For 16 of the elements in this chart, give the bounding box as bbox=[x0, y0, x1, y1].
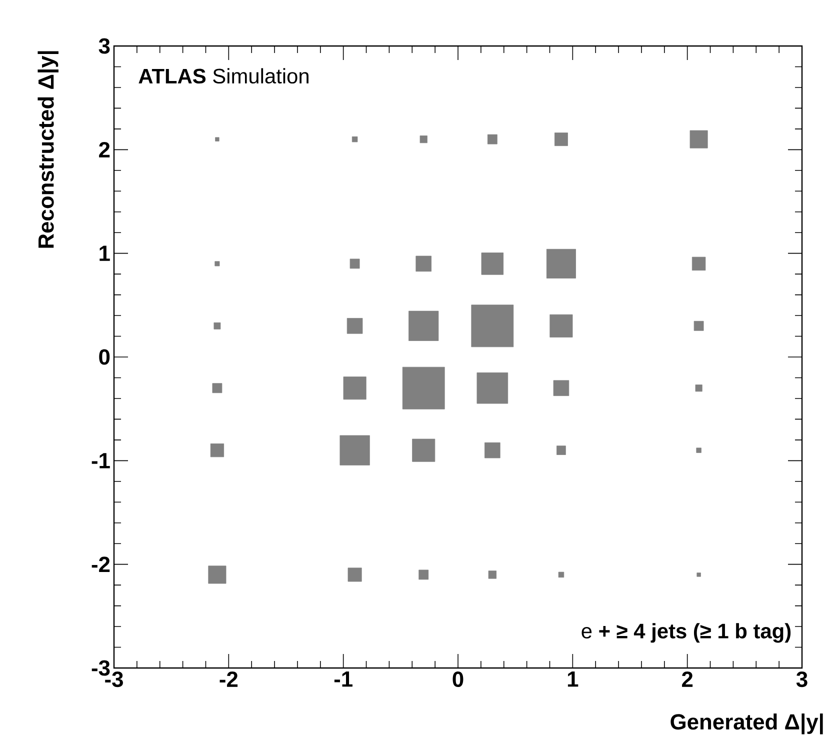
annotation: ATLAS Simulation bbox=[138, 68, 308, 84]
y-tick-label: 3 bbox=[98, 38, 110, 54]
y-tick-label: 0 bbox=[99, 349, 110, 365]
y-tick-label: 1 bbox=[100, 246, 110, 261]
x-tick-label: 1 bbox=[568, 672, 578, 687]
y-tick-label: 2 bbox=[99, 142, 110, 158]
annotation: e + ≥ 4 jets (≥ 1 b tag) bbox=[582, 623, 791, 643]
x-tick-label: -2 bbox=[220, 672, 238, 687]
x-tick-label: 0 bbox=[452, 672, 464, 688]
y-axis-title: Reconstructed Δ|y| bbox=[38, 51, 58, 248]
x-tick-label: -1 bbox=[334, 672, 352, 687]
y-tick-label: -1 bbox=[92, 453, 110, 468]
y-tick-label: -2 bbox=[92, 556, 110, 572]
x-tick-label: 3 bbox=[796, 672, 808, 688]
x-axis-title: Generated Δ|y| bbox=[670, 714, 823, 734]
x-tick-label: 2 bbox=[682, 672, 693, 687]
